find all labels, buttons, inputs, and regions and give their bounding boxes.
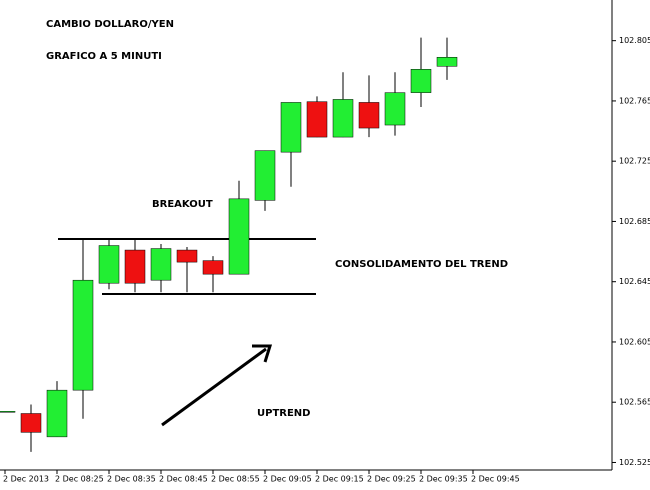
candle-body xyxy=(98,245,120,284)
candle-body xyxy=(20,413,42,433)
y-tick-label: 102.605 xyxy=(619,337,650,346)
candle-body xyxy=(358,102,380,129)
candle-body xyxy=(46,389,68,438)
trend-arrow xyxy=(161,347,267,427)
candle-body xyxy=(72,279,94,391)
trend-arrow-head xyxy=(252,344,273,363)
x-tick-label: 2 Dec 09:45 xyxy=(471,475,520,484)
x-tick-label: 2 Dec 2013 xyxy=(3,475,49,484)
candle-body xyxy=(410,69,432,93)
y-tick-label: 102.525 xyxy=(619,458,650,467)
candle-body xyxy=(306,101,328,138)
y-tick-label: 102.565 xyxy=(619,398,650,407)
y-tick-label: 102.765 xyxy=(619,96,650,105)
y-tick-label: 102.725 xyxy=(619,157,650,166)
y-tick-label: 102.645 xyxy=(619,277,650,286)
annotation: UPTREND xyxy=(257,408,310,419)
annotation: BREAKOUT xyxy=(152,199,213,210)
candle-body xyxy=(202,260,224,275)
candle-body xyxy=(0,411,16,413)
x-tick-label: 2 Dec 08:35 xyxy=(107,475,156,484)
x-tick-label: 2 Dec 09:15 xyxy=(315,475,364,484)
x-tick-label: 2 Dec 09:35 xyxy=(419,475,468,484)
y-tick-label: 102.805 xyxy=(619,36,650,45)
annotation: CONSOLIDAMENTO DEL TREND xyxy=(335,259,508,270)
candle-body xyxy=(254,150,276,201)
candle-body xyxy=(228,198,250,275)
y-tick-label: 102.685 xyxy=(619,217,650,226)
candle-body xyxy=(176,249,198,263)
candle-body xyxy=(150,248,172,281)
candle-body xyxy=(332,99,354,138)
candle-body xyxy=(280,102,302,153)
chart-subtitle: GRAFICO A 5 MINUTI xyxy=(46,51,162,62)
x-tick-label: 2 Dec 08:45 xyxy=(159,475,208,484)
x-tick-label: 2 Dec 09:05 xyxy=(263,475,312,484)
x-tick-label: 2 Dec 08:55 xyxy=(211,475,260,484)
chart-title: CAMBIO DOLLARO/YEN xyxy=(46,19,174,30)
x-tick-label: 2 Dec 09:25 xyxy=(367,475,416,484)
candle-body xyxy=(124,249,146,284)
candle-body xyxy=(384,92,406,126)
candle-body xyxy=(436,56,458,67)
x-tick-label: 2 Dec 08:25 xyxy=(55,475,104,484)
